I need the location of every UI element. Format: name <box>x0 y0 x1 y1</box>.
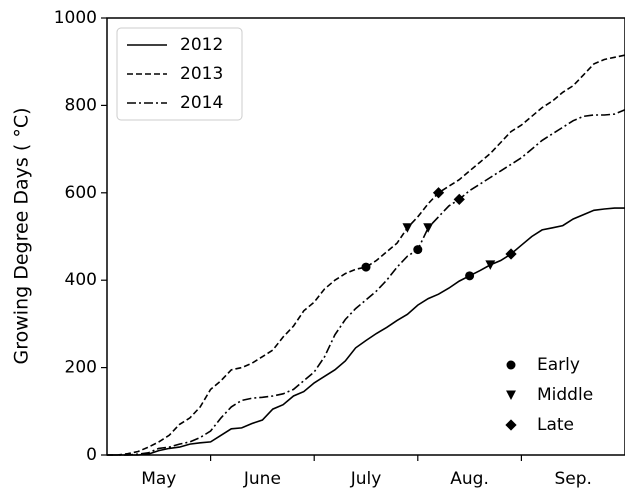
y-tick-label: 0 <box>86 445 97 465</box>
marker <box>402 223 413 233</box>
x-tick-label: June <box>243 469 281 489</box>
legend-label: Late <box>537 415 574 435</box>
marker <box>361 262 371 272</box>
legend-label: Early <box>537 355 580 375</box>
legend-box <box>116 27 243 121</box>
series-line <box>107 207 625 456</box>
y-tick-label: 400 <box>65 270 97 290</box>
legend-label: 2012 <box>180 35 223 55</box>
x-tick-label: July <box>350 469 382 489</box>
y-tick-label: 800 <box>65 95 97 115</box>
legend-label: 2013 <box>180 64 223 84</box>
marker <box>506 360 516 370</box>
y-tick-label: 1000 <box>54 8 97 28</box>
marker <box>453 193 465 205</box>
series-line <box>107 54 625 456</box>
marker <box>423 223 434 233</box>
marker <box>432 187 445 199</box>
y-tick-label: 200 <box>65 358 97 378</box>
y-tick-label: 600 <box>65 183 97 203</box>
marker <box>485 260 496 270</box>
y-axis-label: Growing Degree Days ( °C) <box>11 108 33 365</box>
marker <box>413 245 423 255</box>
legend-label: 2014 <box>180 93 223 113</box>
marker <box>506 390 516 400</box>
marker <box>505 248 517 260</box>
plot-frame <box>106 17 625 456</box>
x-tick-label: May <box>141 469 176 489</box>
marker <box>465 271 475 281</box>
x-tick-label: Sep. <box>554 469 591 489</box>
series-line <box>107 109 625 456</box>
x-tick-label: Aug. <box>450 469 489 489</box>
legend-label: Middle <box>537 385 593 405</box>
marker <box>505 419 517 431</box>
